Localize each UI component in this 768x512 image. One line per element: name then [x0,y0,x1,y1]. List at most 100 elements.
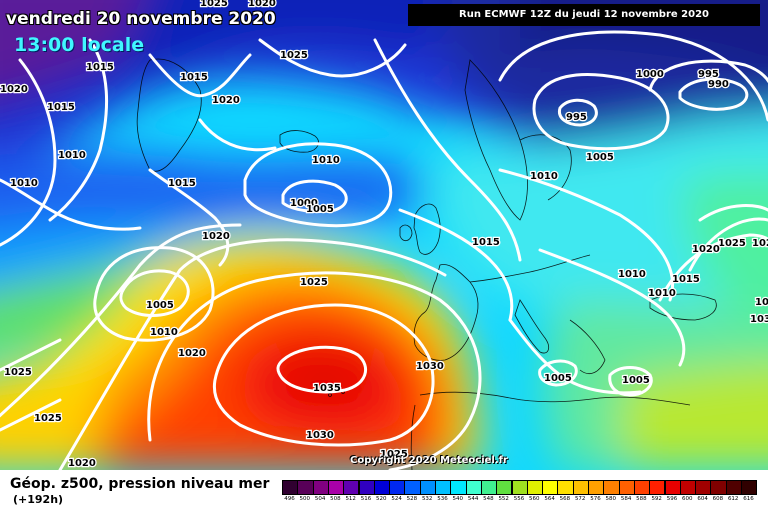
isobar-label: 1000 [636,69,664,80]
scale-swatch [649,480,666,495]
isobar-label: 1015 [47,102,75,113]
scale-swatch [695,480,712,495]
scale-swatch [603,480,620,495]
isobar-label: 1025 [34,413,62,424]
scale-label: 596 [666,496,678,502]
scale-label: 512 [345,496,356,502]
scale-swatch [480,480,498,495]
isobar-label: 1025 [380,449,408,460]
scale-swatch [496,480,513,495]
isobar-labels: 1020 1015 1015 1020 1025 1010 1010 1015 … [0,0,768,470]
isobar-label: 1025 [200,0,228,9]
scale-swatch [542,480,559,495]
scale-label: 508 [330,496,341,502]
isobar-label: 1020 [212,95,240,106]
scale-swatch [679,480,697,495]
coastlines [136,58,717,470]
isobar-label: 1005 [146,300,174,311]
isobar-label: 1015 [180,72,208,83]
scale-label: 544 [467,496,479,502]
scale-label: 600 [682,496,693,502]
z500-color-field [0,0,768,470]
isobar-label: 1015 [472,237,500,248]
scale-swatch [465,480,482,495]
scale-swatch [373,480,391,495]
scale-swatch [435,480,452,495]
isobar-label: 1005 [586,152,614,163]
scale-swatch [419,480,436,495]
isobar-label: 1025 [300,277,328,288]
isobar-label: 1005 [622,375,650,386]
isobar-label: 1005 [544,373,572,384]
isobar-label: 1030 [750,314,768,325]
isobar-label: 1025 [280,50,308,61]
scale-swatch [450,480,467,495]
isobar-label: 1010 [648,288,676,299]
scale-swatch [572,480,589,495]
scale-label: 584 [620,496,632,502]
scale-swatch [557,480,574,495]
scale-swatch [618,480,635,495]
scale-label: 504 [314,496,326,502]
model-run-banner: Run ECMWF 12Z du jeudi 12 novembre 2020 [408,4,760,26]
scale-label: 592 [651,496,662,502]
scale-swatch [389,480,406,495]
isobar-label: 1000 [290,198,318,209]
isobar-label: 1020 [248,0,276,9]
isobar-label: 1030 [416,361,444,372]
scale-label: 528 [406,496,418,502]
scale-label: 540 [452,496,464,502]
isobar-label: 1010 [530,171,558,182]
scale-label: 536 [437,496,448,502]
color-scale: 496 500 504 508 512 516 520 524 528 532 536 540 544 5… [282,480,758,508]
scale-swatch [343,480,360,495]
forecast-time: 13:00 locale [14,34,145,56]
isobar-label: 1020 [0,84,28,95]
isobar-label: 1020 [178,348,206,359]
scale-label: 516 [360,496,372,502]
legend-subtitle: (+192h) [13,493,64,506]
scale-label: 556 [513,496,525,502]
isobar-label: 1015 [672,274,700,285]
isobar-label: 1025 [752,238,768,249]
isobar-label: 1010 [312,155,340,166]
isobars [0,30,768,470]
scale-label: 500 [299,496,311,502]
copyright: Copyright 2020 Meteociel.fr [350,455,508,466]
isobar-label: 990 [708,79,729,90]
scale-swatch [664,480,681,495]
scale-swatch [297,480,314,495]
scale-swatch [358,480,375,495]
forecast-date: vendredi 20 novembre 2020 [6,9,276,29]
scale-swatch [312,480,329,495]
isobar-label: 1010 [58,150,86,161]
scale-label: 524 [391,496,402,502]
scale-swatch [404,480,421,495]
isobar-label: 1005 [306,204,334,215]
scale-label: 604 [697,496,708,502]
isobar-label: 1025 [718,238,746,249]
scale-label: 548 [483,496,494,502]
scale-label: 616 [743,496,754,502]
scale-swatch [588,480,605,495]
isobar-label: 995 [698,69,719,80]
scale-label: 612 [727,496,739,502]
scale-swatch [282,480,299,495]
isobar-label: 1015 [86,62,114,73]
geopotential-map: 1020 1015 1015 1020 1025 1010 1010 1015 … [0,0,768,470]
scale-swatch [327,480,345,495]
scale-label: 568 [559,496,571,502]
isobar-label: 1020 [202,231,230,242]
scale-label: 576 [590,496,601,502]
scale-label: 496 [284,496,295,502]
isobar-label: 995 [566,112,587,123]
scale-label: 532 [421,496,433,502]
scale-swatch [526,480,544,495]
isobar-label: 1025 [4,367,32,378]
scale-swatch [725,480,742,495]
isobar-label: 1010 [618,269,646,280]
isobar-label: 1010 [150,327,178,338]
scale-swatch [710,480,727,495]
scale-swatch [741,480,758,495]
